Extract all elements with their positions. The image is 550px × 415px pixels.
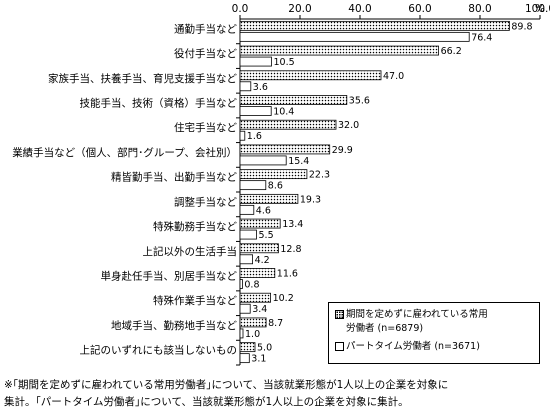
bar-parttime xyxy=(239,155,287,166)
category-label: 単身赴任手当、別居手当など xyxy=(101,270,238,283)
value-label-parttime: 3.4 xyxy=(252,304,267,315)
bar-parttime xyxy=(239,180,267,191)
bar-regular xyxy=(239,20,510,31)
value-label-parttime: 76.4 xyxy=(471,32,492,43)
bar-regular xyxy=(239,45,440,56)
bar-regular xyxy=(239,317,267,328)
bar-regular xyxy=(239,169,308,180)
value-label-regular: 47.0 xyxy=(383,71,404,82)
footnote-line-2: 集計。｢パートタイム労働者｣について、当該就業形態が1人以上の企業を対象に集計。 xyxy=(4,396,409,408)
category-label: 業績手当など（個人、部門･グループ、会社別） xyxy=(12,146,237,159)
value-label-parttime: 0.8 xyxy=(244,280,259,291)
legend-swatch-white xyxy=(335,342,344,351)
value-label-parttime: 8.6 xyxy=(268,181,283,192)
bar-regular xyxy=(239,268,276,278)
bar-regular xyxy=(239,292,272,303)
value-label-regular: 32.0 xyxy=(338,120,359,131)
value-label-parttime: 10.5 xyxy=(274,57,295,68)
x-unit-label: % xyxy=(535,3,545,15)
bar-parttime xyxy=(239,56,272,67)
bar-parttime xyxy=(239,279,243,289)
bar-parttime xyxy=(239,130,246,141)
bar-parttime xyxy=(239,204,255,215)
bar-parttime xyxy=(239,254,253,265)
bar-parttime xyxy=(239,303,251,314)
footnote-line-1: ※｢期間を定めずに雇われている常用労働者｣について、当該就業形態が1人以上の企業… xyxy=(4,379,449,391)
category-label: 精皆勤手当、出勤手当など xyxy=(111,171,237,184)
value-label-regular: 11.6 xyxy=(277,269,298,280)
value-label-regular: 89.8 xyxy=(511,21,532,32)
category-label: 上記以外の生活手当 xyxy=(143,245,238,258)
category-label: 特殊作業手当など xyxy=(153,294,237,307)
category-label: 地域手当、勤務地手当など xyxy=(111,319,237,332)
x-tick-label: 0.0 xyxy=(232,3,249,15)
legend-label-parttime: パートタイム労働者 (n=3671) xyxy=(346,341,480,352)
value-label-parttime: 3.1 xyxy=(251,354,266,365)
bar-regular xyxy=(239,243,279,254)
value-label-regular: 22.3 xyxy=(309,170,330,181)
bar-regular xyxy=(239,342,256,353)
value-label-parttime: 1.0 xyxy=(245,329,260,340)
bar-regular xyxy=(239,119,337,130)
bar-parttime xyxy=(239,328,244,339)
bar-regular xyxy=(239,95,348,105)
legend-item-regular: 期間を定めずに雇われている常用 労働者 (n=6879) xyxy=(335,308,488,336)
category-label: 上記のいずれにも該当しないもの xyxy=(80,344,238,357)
category-label: 特殊勤務手当など xyxy=(153,220,237,233)
value-label-parttime: 15.4 xyxy=(288,156,309,167)
value-label-regular: 29.9 xyxy=(332,145,353,156)
category-label: 通勤手当など xyxy=(174,22,237,35)
legend-item-parttime: パートタイム労働者 (n=3671) xyxy=(335,340,480,354)
category-label: 住宅手当など xyxy=(174,121,237,134)
value-label-regular: 35.6 xyxy=(349,96,370,107)
legend: 期間を定めずに雇われている常用 労働者 (n=6879) パートタイム労働者 (… xyxy=(328,302,540,364)
category-label: 役付手当など xyxy=(174,47,237,60)
value-label-regular: 12.8 xyxy=(280,244,301,255)
category-label: 技能手当、技術（資格）手当など xyxy=(80,97,238,110)
bar-regular xyxy=(239,70,382,81)
x-tick-label: 20.0 xyxy=(288,3,311,15)
bar-parttime xyxy=(239,353,250,364)
bar-parttime xyxy=(239,31,470,42)
value-label-parttime: 4.2 xyxy=(255,255,270,266)
value-label-parttime: 10.4 xyxy=(273,107,294,118)
value-label-regular: 19.3 xyxy=(300,194,321,205)
category-label: 家族手当、扶養手当、育児支援手当など xyxy=(48,72,237,85)
value-label-regular: 5.0 xyxy=(257,343,272,354)
bar-regular xyxy=(239,193,299,204)
value-label-regular: 13.4 xyxy=(282,219,303,230)
legend-label-regular: 期間を定めずに雇われている常用 労働者 (n=6879) xyxy=(346,309,488,334)
bar-parttime xyxy=(239,81,252,92)
value-label-regular: 66.2 xyxy=(441,46,462,57)
legend-swatch-dotted xyxy=(335,310,344,319)
value-label-parttime: 5.5 xyxy=(259,230,274,241)
value-label-regular: 10.2 xyxy=(273,293,294,304)
x-tick-label: 40.0 xyxy=(348,3,371,15)
value-label-regular: 8.7 xyxy=(268,318,283,329)
x-tick-label: 100.0 xyxy=(525,3,550,15)
x-tick-label: 80.0 xyxy=(468,3,491,15)
value-label-parttime: 3.6 xyxy=(253,82,268,93)
bar-parttime xyxy=(239,106,272,116)
value-label-parttime: 4.6 xyxy=(256,205,271,216)
bar-regular xyxy=(239,144,331,155)
bar-regular xyxy=(239,218,281,229)
x-tick-label: 60.0 xyxy=(408,3,431,15)
bar-parttime xyxy=(239,229,257,240)
value-label-parttime: 1.6 xyxy=(247,131,262,142)
category-label: 調整手当など xyxy=(174,195,237,208)
